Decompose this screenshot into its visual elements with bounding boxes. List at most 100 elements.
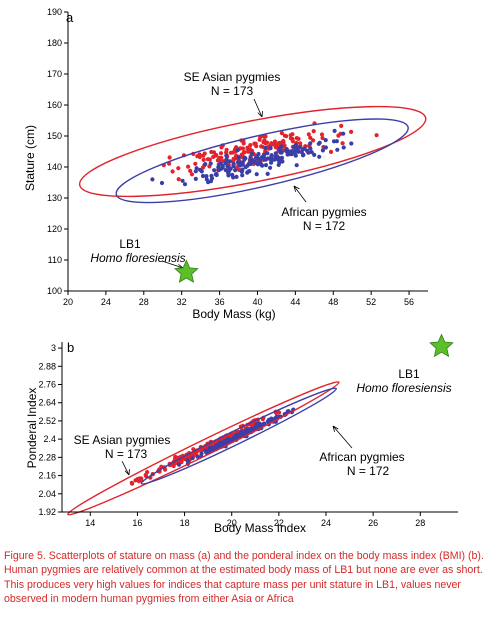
african-point xyxy=(263,145,268,150)
african-point xyxy=(231,164,236,169)
panel-b-se-asian-n: N = 173 xyxy=(105,447,148,461)
x-tick-label: 40 xyxy=(252,297,262,307)
panel-a-points xyxy=(150,121,379,187)
panel-b-lb1-star xyxy=(429,333,454,358)
african-point xyxy=(273,151,278,156)
y-tick-label: 2.04 xyxy=(38,489,56,499)
african-point xyxy=(150,177,155,182)
african-point xyxy=(233,168,238,173)
african-point xyxy=(294,163,299,168)
african-point xyxy=(230,172,235,177)
african-point xyxy=(236,155,241,160)
y-tick-label: 130 xyxy=(47,193,62,203)
se-asian-point xyxy=(294,136,299,141)
x-tick-label: 24 xyxy=(321,518,331,528)
african-point xyxy=(248,157,253,163)
x-tick-label: 20 xyxy=(63,297,73,307)
african-ellipse xyxy=(140,387,337,485)
y-tick-label: 190 xyxy=(47,7,62,17)
x-tick-label: 32 xyxy=(177,297,187,307)
x-tick-label: 22 xyxy=(274,518,284,528)
african-point xyxy=(206,448,211,453)
panel-a-se-asian-label: SE Asian pygmies xyxy=(184,70,281,84)
african-point xyxy=(309,150,314,155)
african-point xyxy=(317,154,322,159)
panel-a-ticks: 20 24 28 32 36 40 44 48 52 56 100 110 120 130 140 150 16… xyxy=(47,7,414,307)
african-point xyxy=(265,151,270,156)
african-point xyxy=(341,131,346,136)
african-point xyxy=(199,451,204,456)
african-point xyxy=(212,168,217,173)
african-point xyxy=(265,156,270,161)
african-point xyxy=(209,173,214,178)
african-point xyxy=(193,176,198,181)
african-point xyxy=(208,179,214,184)
african-point xyxy=(182,182,188,187)
african-point xyxy=(238,432,243,437)
se-asian-point xyxy=(193,161,198,166)
panel-a-ellipses xyxy=(78,105,427,204)
african-point xyxy=(349,141,354,146)
y-tick-label: 2.76 xyxy=(38,380,56,390)
x-tick-label: 28 xyxy=(415,518,425,528)
african-point xyxy=(293,153,298,158)
se-asian-point xyxy=(311,138,316,143)
se-asian-point xyxy=(242,150,247,155)
african-point xyxy=(224,157,229,162)
african-point xyxy=(239,169,244,174)
panel-b-scatter: 14 16 18 20 22 24 26 28 1.92 2.04 2.16 2.28 2.4 2.52 2… xyxy=(25,333,458,535)
panel-b-lb1-species: Homo floresiensis xyxy=(356,381,451,395)
se-asian-point xyxy=(272,139,278,144)
se-asian-point xyxy=(319,132,325,137)
african-point xyxy=(218,161,223,166)
african-point xyxy=(304,148,310,153)
se-asian-point xyxy=(195,154,200,159)
se-asian-point xyxy=(239,152,244,157)
x-tick-label: 26 xyxy=(368,518,378,528)
african-point xyxy=(256,151,261,157)
african-point xyxy=(245,429,250,434)
se-asian-point xyxy=(189,172,195,177)
african-point xyxy=(223,160,228,166)
se-asian-point xyxy=(306,132,311,137)
african-point xyxy=(225,164,230,169)
y-tick-label: 3 xyxy=(51,343,56,353)
se-asian-point xyxy=(207,157,212,162)
panel-a-letter: a xyxy=(66,10,74,25)
african-point xyxy=(296,149,301,154)
x-tick-label: 24 xyxy=(101,297,111,307)
african-point xyxy=(217,167,222,173)
panel-a-lb1-label: LB1 xyxy=(119,237,141,251)
african-point xyxy=(246,161,252,166)
african-point xyxy=(223,168,228,173)
panel-a-arrows xyxy=(161,98,307,269)
panel-a-se-asian-n: N = 173 xyxy=(211,84,254,98)
y-tick-label: 2.28 xyxy=(38,452,56,462)
african-point xyxy=(268,165,273,170)
african-point xyxy=(265,171,270,176)
se-asian-point xyxy=(167,155,172,160)
african-point xyxy=(180,178,185,183)
african-point xyxy=(254,172,259,177)
african-point xyxy=(331,139,337,144)
x-tick-label: 28 xyxy=(139,297,149,307)
african-point xyxy=(193,169,198,174)
se-asian-point xyxy=(248,143,253,148)
african-point xyxy=(231,436,236,441)
panel-a-lb1-star xyxy=(174,259,199,283)
lb1-star-marker xyxy=(174,259,199,283)
african-point xyxy=(323,145,328,150)
se-asian-point xyxy=(279,131,284,136)
african-point xyxy=(235,148,240,153)
african-point xyxy=(203,162,208,167)
african-point xyxy=(308,141,313,146)
y-tick-label: 160 xyxy=(47,100,62,110)
african-point xyxy=(197,167,203,172)
african-point xyxy=(240,173,245,178)
african-point xyxy=(257,160,262,166)
african-point xyxy=(228,166,233,171)
african-point xyxy=(195,454,200,459)
y-tick-label: 110 xyxy=(48,255,62,265)
y-tick-label: 140 xyxy=(47,162,62,172)
se-asian-point xyxy=(186,164,191,169)
